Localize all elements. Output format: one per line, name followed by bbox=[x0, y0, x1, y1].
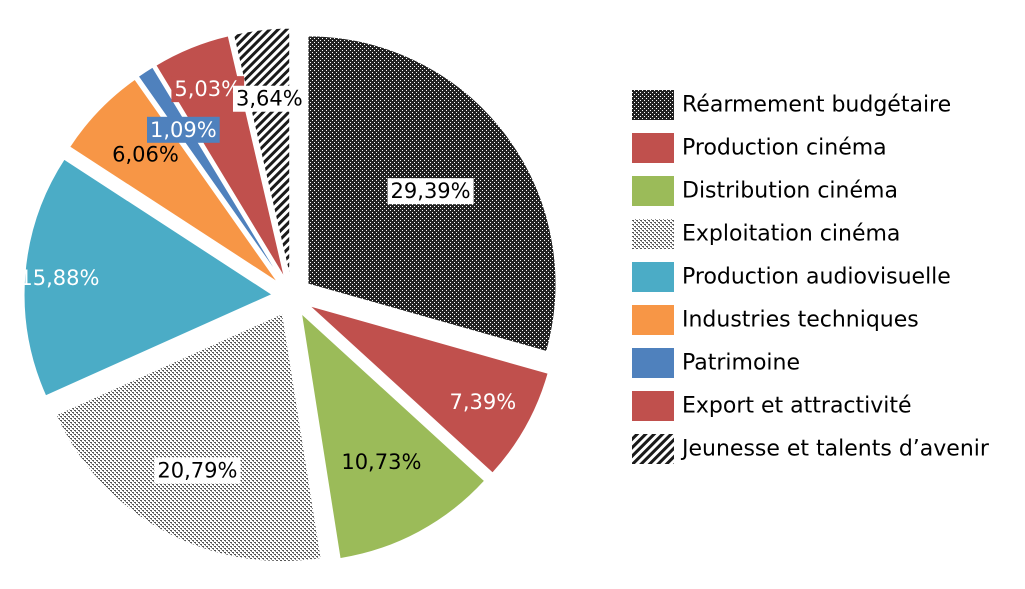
legend-swatch bbox=[632, 133, 674, 163]
legend-swatch bbox=[632, 90, 674, 120]
pie-slice-production-audiovisuelle bbox=[23, 158, 274, 397]
legend-item-production-audiovisuelle: Production audiovisuelle bbox=[632, 262, 951, 292]
data-label-box: 5,03% bbox=[171, 76, 245, 103]
legend-swatch bbox=[632, 176, 674, 206]
data-label-box: 20,79% bbox=[154, 457, 241, 484]
data-label-distribution-cinema: 10,73% bbox=[341, 450, 421, 474]
pie-slice-exploitation-cinema bbox=[55, 312, 322, 563]
legend-label: Exploitation cinéma bbox=[682, 222, 900, 247]
data-label-box: 3,64% bbox=[232, 85, 306, 112]
data-label-production-audiovisuelle: 15,88% bbox=[19, 266, 99, 290]
data-label-exploitation-cinema: 20,79% bbox=[157, 459, 237, 483]
legend-swatch bbox=[632, 391, 674, 421]
data-label-box: 29,39% bbox=[387, 178, 474, 205]
legend-label: Jeunesse et talents d’avenir bbox=[680, 437, 990, 462]
legend: Réarmement budgétaire Production cinéma Di… bbox=[632, 90, 990, 464]
legend-swatch bbox=[632, 305, 674, 335]
legend-item-exploitation-cinema: Exploitation cinéma bbox=[632, 219, 900, 249]
legend-item-production-cinema: Production cinéma bbox=[632, 133, 887, 163]
data-label-background bbox=[232, 85, 306, 112]
legend-swatch bbox=[632, 348, 674, 378]
legend-label: Distribution cinéma bbox=[682, 179, 898, 204]
pie-slice-production-cinema bbox=[309, 305, 549, 474]
pie-slice-industries-techniques bbox=[69, 78, 279, 283]
legend-label: Patrimoine bbox=[682, 351, 800, 376]
data-label-patrimoine: 1,09% bbox=[150, 118, 217, 142]
data-label-industries-techniques: 6,06% bbox=[112, 143, 179, 167]
legend-item-export-et-attractivite: Export et attractivité bbox=[632, 391, 912, 421]
legend-item-patrimoine: Patrimoine bbox=[632, 348, 800, 378]
legend-label: Réarmement budgétaire bbox=[682, 93, 951, 118]
data-label-box: 1,09% bbox=[146, 116, 220, 143]
data-label-export-et-attractivite: 5,03% bbox=[174, 77, 241, 101]
legend-swatch bbox=[632, 219, 674, 249]
legend-swatch bbox=[632, 434, 674, 464]
data-label-production-cinema: 7,39% bbox=[449, 390, 516, 414]
data-label-background bbox=[171, 76, 245, 103]
legend-label: Production audiovisuelle bbox=[682, 265, 951, 290]
data-label-background bbox=[146, 116, 220, 143]
legend-label: Production cinéma bbox=[682, 136, 887, 161]
data-label-background bbox=[387, 178, 474, 205]
legend-item-rearmement-budgetaire: Réarmement budgétaire bbox=[632, 90, 951, 120]
legend-swatch bbox=[632, 262, 674, 292]
legend-item-jeunesse-et-talents-d-avenir: Jeunesse et talents d’avenir bbox=[632, 434, 990, 464]
pie-slice-distribution-cinema bbox=[300, 312, 486, 560]
legend-label: Export et attractivité bbox=[682, 394, 912, 419]
data-label-jeunesse-et-talents-d-avenir: 3,64% bbox=[236, 87, 303, 111]
legend-item-distribution-cinema: Distribution cinéma bbox=[632, 176, 898, 206]
legend-item-industries-techniques: Industries techniques bbox=[632, 305, 919, 335]
legend-label: Industries techniques bbox=[682, 308, 919, 333]
data-label-background bbox=[154, 457, 241, 484]
data-label-rearmement-budgetaire: 29,39% bbox=[391, 179, 471, 203]
pie-data-labels: 29,39% 7,39% 10,73% 20,79% 15,88% 6,06%1,09% 5… bbox=[19, 76, 516, 484]
